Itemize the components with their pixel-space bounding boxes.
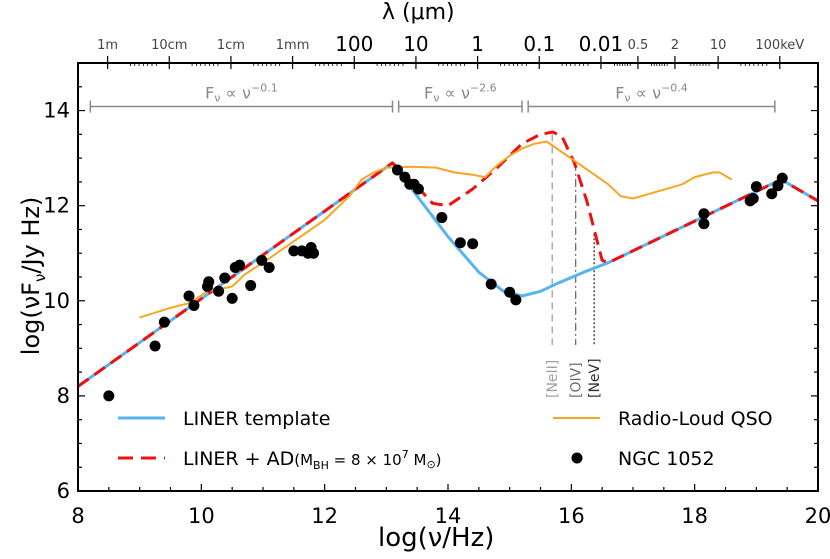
x-tick-label: 18 — [681, 504, 708, 528]
top-axis-ticks: 1m 10cm 1cm 1mm 100 10 1 0.1 0.01 0.5 2 10 100keV — [97, 32, 804, 69]
ngc1052-point — [454, 237, 466, 249]
y-tick-label: 8 — [57, 384, 70, 408]
y-tick-label: 10 — [43, 289, 70, 313]
x-tick-label: 16 — [558, 504, 585, 528]
top-tick-label: 10 — [710, 38, 727, 53]
legend-label: LINER template — [183, 408, 330, 430]
ngc1052-point — [766, 188, 778, 200]
x-tick-label: 20 — [805, 504, 830, 528]
emission-line-markers: [NeII] [OIV] [NeV] — [545, 134, 603, 398]
emission-line-label: [NeII] — [545, 360, 561, 398]
x-tick-label: 10 — [188, 504, 215, 528]
ngc1052-point — [188, 300, 200, 312]
ngc1052-point — [219, 272, 231, 284]
emission-line-label: [OIV] — [569, 362, 585, 398]
ngc1052-point — [510, 294, 522, 306]
ngc1052-point — [504, 286, 516, 298]
top-tick-label: 100keV — [755, 38, 804, 53]
x-axis-label: log(ν/Hz) — [378, 523, 495, 553]
ngc1052-point — [412, 183, 424, 195]
power-law-label: Fν ∝ ν−0.4 — [615, 82, 688, 105]
ngc1052-point — [263, 261, 275, 273]
ngc1052-point — [308, 247, 320, 259]
y-tick-label: 6 — [57, 479, 70, 503]
x-tick-label: 14 — [435, 504, 462, 528]
ngc1052-point — [436, 212, 448, 224]
top-tick-label: 100 — [335, 32, 373, 56]
y-tick-label: 12 — [43, 194, 70, 218]
series-liner-template — [78, 161, 818, 388]
ngc1052-point — [103, 390, 115, 402]
top-tick-label: 1cm — [217, 38, 245, 53]
x-axis-ticks: 8 10 12 14 16 18 20 — [71, 484, 830, 528]
ngc1052-point — [226, 292, 238, 304]
top-tick-label: 10cm — [151, 38, 187, 53]
power-law-label: Fν ∝ ν−0.1 — [205, 82, 278, 105]
top-tick-label: 0.01 — [579, 32, 624, 56]
series-liner-ad-m-bh-8-10-7-m — [78, 130, 818, 388]
ngc1052-point — [698, 208, 710, 220]
emission-line-label: [NeV] — [587, 358, 603, 398]
top-tick-label: 1m — [97, 38, 118, 53]
ngc1052-point — [288, 245, 300, 257]
y-axis-label-text: log(νFν/Jy Hz) — [17, 196, 49, 356]
ngc1052-point — [149, 340, 161, 352]
ngc1052-point — [776, 172, 788, 184]
y-axis-ticks: 6 8 10 12 14 — [43, 62, 818, 503]
ngc1052-point — [245, 280, 257, 292]
top-tick-label: 0.5 — [628, 38, 649, 53]
top-axis-title: λ (μm) — [382, 0, 455, 25]
legend-label: LINER + AD(MBH = 8 × 107 M⊙) — [183, 448, 442, 472]
y-axis-label: log(νFν/Jy Hz) — [17, 161, 49, 391]
ngc1052-point — [158, 316, 170, 328]
data-series — [78, 130, 818, 402]
power-law-annotations: Fν ∝ ν−0.1 Fν ∝ ν−2.6 Fν ∝ ν−0.4 — [89, 82, 776, 113]
ngc1052-point — [467, 238, 479, 250]
legend-label: Radio-Loud QSO — [618, 408, 773, 430]
ngc1052-point — [391, 164, 403, 176]
y-tick-label: 14 — [43, 99, 70, 123]
ngc1052-point — [256, 254, 268, 266]
ngc1052-point — [747, 193, 759, 205]
top-tick-label: 2 — [671, 38, 679, 53]
top-tick-label: 0.1 — [523, 32, 555, 56]
ngc1052-point — [234, 259, 246, 271]
top-tick-label: 1mm — [276, 38, 310, 53]
ngc1052-point — [698, 218, 710, 230]
ngc1052-point — [203, 276, 215, 288]
ngc1052-point — [183, 290, 195, 302]
x-tick-label: 8 — [71, 504, 84, 528]
top-tick-label: 1 — [471, 32, 484, 56]
series-radio-loud-qso — [139, 140, 733, 319]
x-tick-label: 12 — [311, 504, 338, 528]
power-law-label: Fν ∝ ν−2.6 — [424, 82, 497, 105]
ngc1052-point — [213, 285, 225, 297]
legend-label: NGC 1052 — [618, 448, 715, 470]
top-tick-label: 10 — [403, 32, 428, 56]
legend: LINER template LINER + AD(MBH = 8 × 107 M… — [118, 408, 773, 472]
ngc1052-point — [485, 278, 497, 290]
ngc1052-point — [750, 181, 762, 193]
